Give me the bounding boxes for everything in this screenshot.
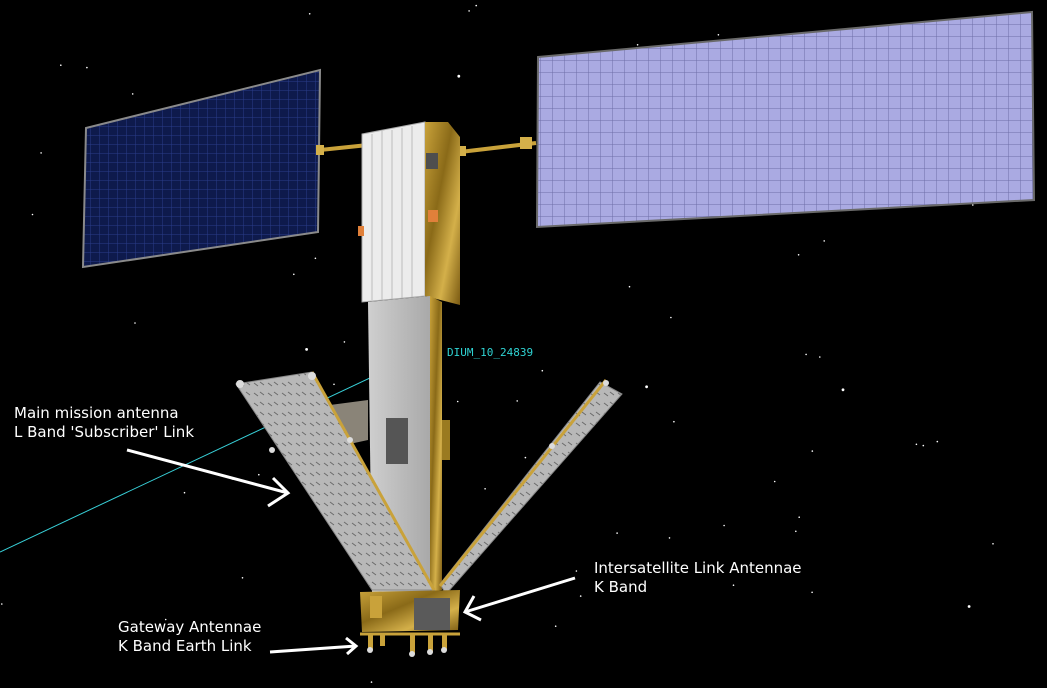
star [60, 64, 62, 66]
star [40, 152, 42, 154]
star [972, 204, 974, 206]
callout-gateway-line2: K Band Earth Link [118, 637, 252, 655]
main-mission-antenna [235, 371, 436, 591]
arrow-main-antenna [126, 448, 291, 508]
left-solar-array [81, 68, 378, 269]
star [516, 400, 518, 402]
star [164, 618, 167, 621]
star [343, 341, 346, 343]
star [579, 595, 582, 597]
star [797, 254, 800, 256]
star [541, 369, 544, 372]
upper-bus-module [358, 121, 460, 305]
star [134, 322, 136, 324]
star [86, 66, 88, 69]
star [936, 440, 939, 443]
callout-intersatellite-line1: Intersatellite Link Antennae [594, 559, 802, 577]
star [370, 681, 373, 683]
star [636, 44, 639, 46]
star [795, 530, 797, 533]
right-solar-array [458, 10, 1036, 229]
callout-gateway-line1: Gateway Antennae [118, 618, 262, 636]
star [992, 543, 994, 545]
star [554, 625, 557, 627]
star [805, 353, 807, 356]
gateway-antenna-assembly [360, 590, 460, 657]
star [305, 348, 308, 351]
arrow-intersatellite [462, 576, 576, 622]
star [457, 74, 461, 78]
star [258, 473, 260, 476]
star [670, 316, 672, 319]
star [798, 516, 800, 518]
star [484, 488, 486, 490]
star [723, 524, 725, 527]
starfield [0, 4, 997, 683]
star [628, 285, 631, 288]
star [811, 450, 814, 452]
star [575, 570, 578, 572]
callout-intersatellite-line2: K Band [594, 578, 648, 596]
star [668, 537, 671, 539]
callout-intersatellite-link: Intersatellite Link Antennae K Band [594, 559, 802, 597]
callout-main-antenna-line1: Main mission antenna [14, 404, 179, 422]
star [717, 34, 720, 36]
satellite-id-label: DIUM_10_24839 [447, 346, 534, 359]
star [293, 273, 295, 276]
callout-main-mission-antenna: Main mission antenna L Band 'Subscriber'… [14, 404, 194, 442]
star [524, 456, 527, 459]
star [811, 591, 813, 594]
star [0, 603, 3, 605]
callout-gateway-antennae: Gateway Antennae K Band Earth Link [118, 618, 261, 656]
star [773, 480, 776, 483]
star [308, 13, 311, 15]
star [823, 240, 825, 242]
star [31, 213, 34, 216]
star [967, 605, 971, 608]
star [616, 532, 618, 534]
star [468, 10, 470, 12]
star [819, 356, 821, 358]
callout-main-antenna-line2: L Band 'Subscriber' Link [14, 423, 194, 441]
star [922, 444, 925, 447]
star [673, 420, 675, 423]
star [183, 491, 186, 494]
star [732, 584, 735, 586]
star [645, 385, 648, 389]
star [841, 388, 845, 392]
star [314, 257, 317, 260]
arrow-gateway [269, 636, 359, 656]
star [915, 443, 918, 446]
star [456, 400, 459, 403]
star [241, 577, 244, 579]
star [333, 383, 335, 386]
star [131, 93, 134, 95]
star [475, 4, 478, 7]
